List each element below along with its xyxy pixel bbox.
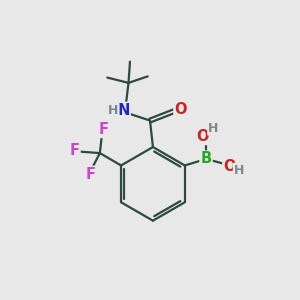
Text: H: H xyxy=(208,122,219,135)
Text: O: O xyxy=(223,158,236,173)
Text: H: H xyxy=(108,104,119,117)
Text: N: N xyxy=(117,103,130,118)
Text: B: B xyxy=(200,152,211,166)
Text: O: O xyxy=(174,102,187,117)
Text: H: H xyxy=(234,164,244,177)
Text: F: F xyxy=(70,143,80,158)
Text: F: F xyxy=(85,167,95,182)
Text: O: O xyxy=(196,129,209,144)
Text: F: F xyxy=(99,122,109,137)
